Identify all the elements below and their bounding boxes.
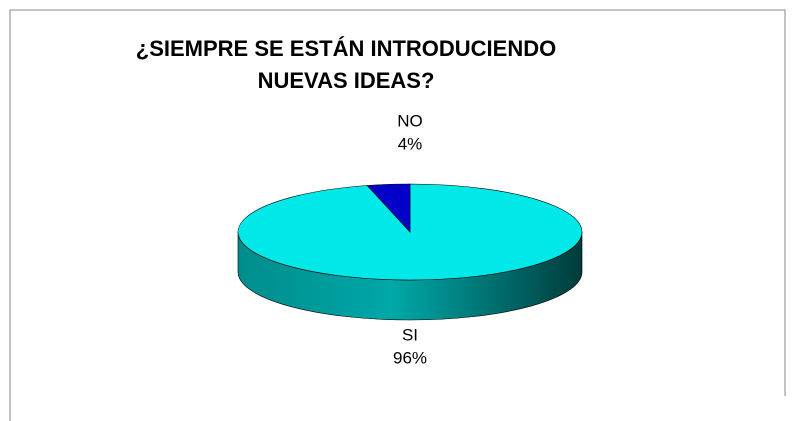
pie-slice bbox=[366, 183, 411, 233]
pie bbox=[237, 183, 583, 321]
slice-value-label: 96% bbox=[393, 348, 427, 367]
slice-value-label: 4% bbox=[398, 134, 423, 153]
slice-label: SI bbox=[402, 325, 418, 344]
chart-frame bbox=[9, 9, 786, 421]
slice-label: NO bbox=[397, 111, 423, 130]
chart-title: NUEVAS IDEAS? bbox=[258, 68, 435, 93]
pie-slice bbox=[237, 183, 583, 281]
chart-title: ¿SIEMPRE SE ESTÁN INTRODUCIENDO bbox=[136, 36, 556, 61]
